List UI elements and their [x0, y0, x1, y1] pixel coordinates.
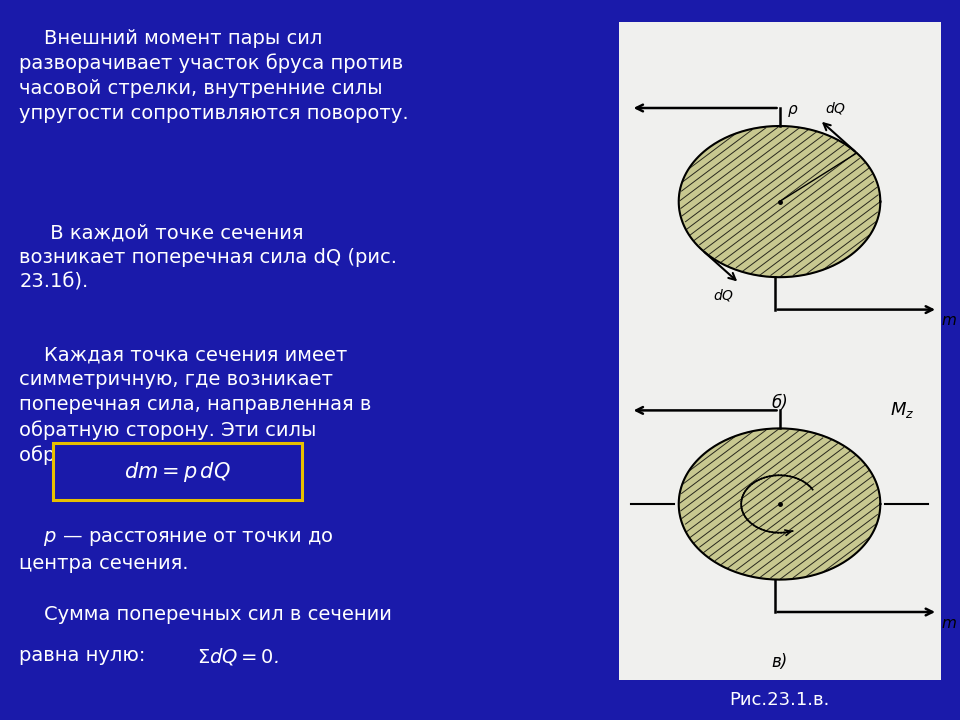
Polygon shape — [679, 428, 880, 580]
Text: Каждая точка сечения имеет
симметричную, где возникает
поперечная сила, направле: Каждая точка сечения имеет симметричную,… — [19, 346, 372, 465]
Text: Внешний момент пары сил
разворачивает участок бруса против
часовой стрелки, внут: Внешний момент пары сил разворачивает уч… — [19, 29, 409, 123]
Text: Рис.23.1.в.: Рис.23.1.в. — [730, 691, 829, 709]
Text: $dQ$: $dQ$ — [825, 100, 846, 117]
Polygon shape — [679, 126, 880, 277]
Text: Сумма поперечных сил в сечении: Сумма поперечных сил в сечении — [19, 605, 392, 624]
Text: В каждой точке сечения
возникает поперечная сила dQ (рис.
23.1б).: В каждой точке сечения возникает попереч… — [19, 223, 397, 292]
Text: $dQ$: $dQ$ — [713, 287, 734, 303]
Text: равна нулю:: равна нулю: — [19, 646, 146, 665]
Text: $\Sigma dQ = 0$.: $\Sigma dQ = 0$. — [197, 646, 278, 667]
Bar — [619, 299, 941, 680]
Text: $p$ — расстояние от точки до
центра сечения.: $p$ — расстояние от точки до центра сече… — [19, 529, 334, 573]
Text: $dm = p\,dQ$: $dm = p\,dQ$ — [124, 459, 231, 484]
Bar — [53, 443, 302, 500]
Text: $m$: $m$ — [941, 616, 956, 631]
Text: в): в) — [772, 654, 787, 671]
Bar — [619, 22, 941, 421]
Text: $\rho$: $\rho$ — [787, 103, 799, 119]
Text: $m$: $m$ — [941, 313, 956, 328]
Text: б): б) — [771, 395, 788, 412]
Text: $M_z$: $M_z$ — [890, 400, 914, 420]
Text: Рис.23.1.б.: Рис.23.1.б. — [729, 431, 830, 449]
